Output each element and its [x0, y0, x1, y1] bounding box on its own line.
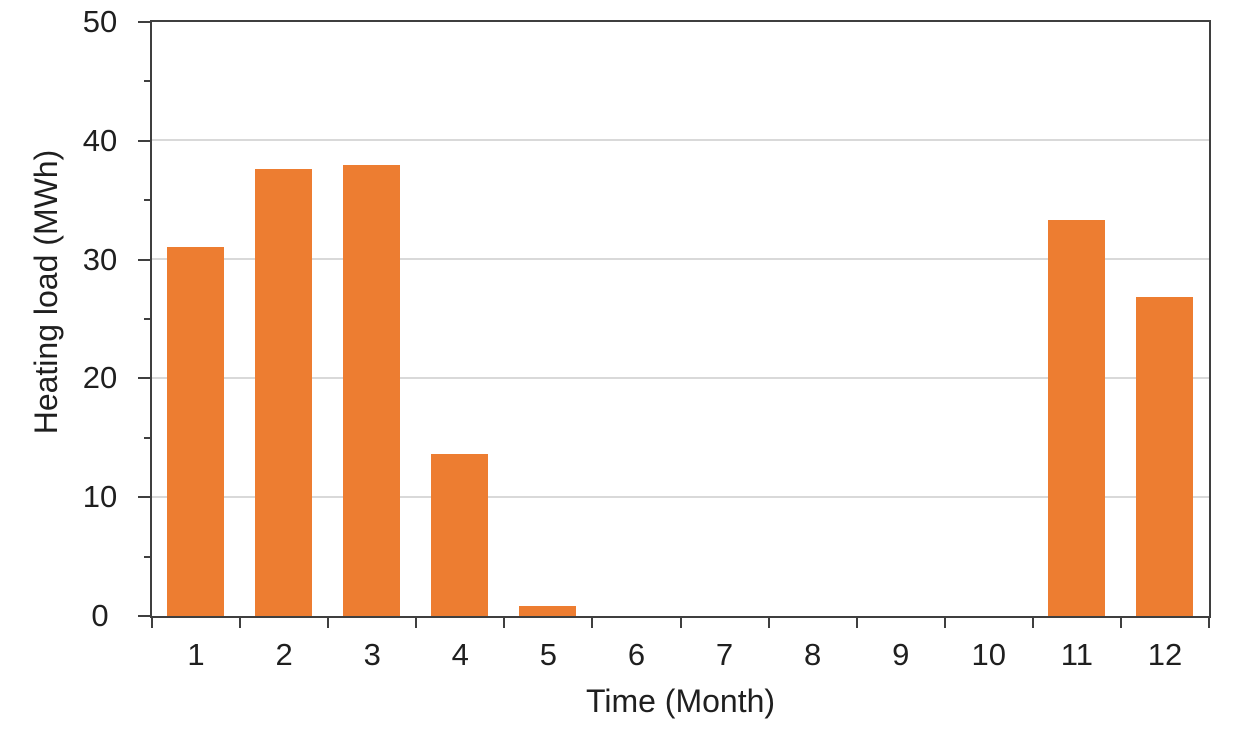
x-tick-3 — [415, 616, 418, 628]
plot-area — [149, 19, 1211, 618]
x-tick-11 — [1119, 616, 1122, 628]
y-tick-30 — [138, 258, 152, 261]
x-tick-label-1: 1 — [187, 637, 205, 672]
y-tick-50 — [138, 21, 152, 23]
x-tick-7 — [767, 616, 770, 628]
x-tick-label-6: 6 — [627, 637, 646, 672]
x-tick-12 — [1208, 616, 1210, 628]
x-tick-8 — [855, 616, 858, 628]
y-tick-label-10: 10 — [82, 479, 118, 515]
y-axis-title: Heating load (MWh) — [28, 149, 64, 435]
y-tick-label-30: 30 — [82, 241, 118, 277]
x-tick-label-11: 11 — [1060, 637, 1093, 672]
y-tick-10 — [138, 496, 152, 499]
y-tick-label-50: 50 — [82, 4, 118, 39]
x-axis-title: Time (Month) — [585, 683, 776, 719]
y-tick-label-0: 0 — [91, 598, 109, 633]
y-tick-20 — [138, 377, 152, 380]
gridline-30 — [151, 258, 1209, 261]
bar-month-3 — [343, 165, 401, 616]
y-minor-tick-25 — [144, 318, 152, 320]
bar-month-2 — [254, 168, 313, 616]
gridline-20 — [151, 376, 1209, 379]
gridline-10 — [151, 495, 1209, 498]
x-tick-label-3: 3 — [363, 637, 381, 672]
y-minor-tick-35 — [144, 199, 152, 202]
x-tick-label-2: 2 — [275, 637, 293, 672]
y-tick-0 — [138, 615, 152, 617]
bar-month-12 — [1135, 297, 1194, 616]
x-tick-2 — [327, 616, 330, 628]
y-minor-tick-45 — [144, 80, 152, 83]
y-tick-40 — [138, 139, 152, 142]
bar-month-11 — [1047, 219, 1105, 616]
y-tick-label-40: 40 — [82, 122, 118, 158]
x-tick-6 — [679, 616, 682, 628]
bar-month-1 — [166, 247, 225, 616]
y-minor-tick-15 — [144, 436, 152, 439]
x-tick-1 — [239, 616, 242, 628]
x-tick-9 — [943, 616, 946, 628]
x-tick-label-7: 7 — [715, 637, 734, 672]
x-tick-label-12: 12 — [1147, 637, 1183, 672]
x-tick-label-10: 10 — [971, 637, 1007, 672]
x-tick-label-8: 8 — [803, 637, 822, 672]
x-tick-label-5: 5 — [539, 637, 557, 672]
y-tick-label-20: 20 — [82, 360, 118, 396]
gridline-40 — [151, 139, 1209, 142]
x-tick-label-4: 4 — [451, 637, 469, 672]
x-tick-0 — [151, 616, 153, 628]
x-tick-label-9: 9 — [892, 637, 910, 672]
x-tick-4 — [503, 616, 506, 628]
x-tick-5 — [591, 616, 594, 628]
x-tick-10 — [1031, 616, 1034, 628]
y-minor-tick-5 — [144, 555, 152, 558]
bar-month-4 — [431, 453, 489, 616]
bar-month-5 — [519, 606, 577, 616]
